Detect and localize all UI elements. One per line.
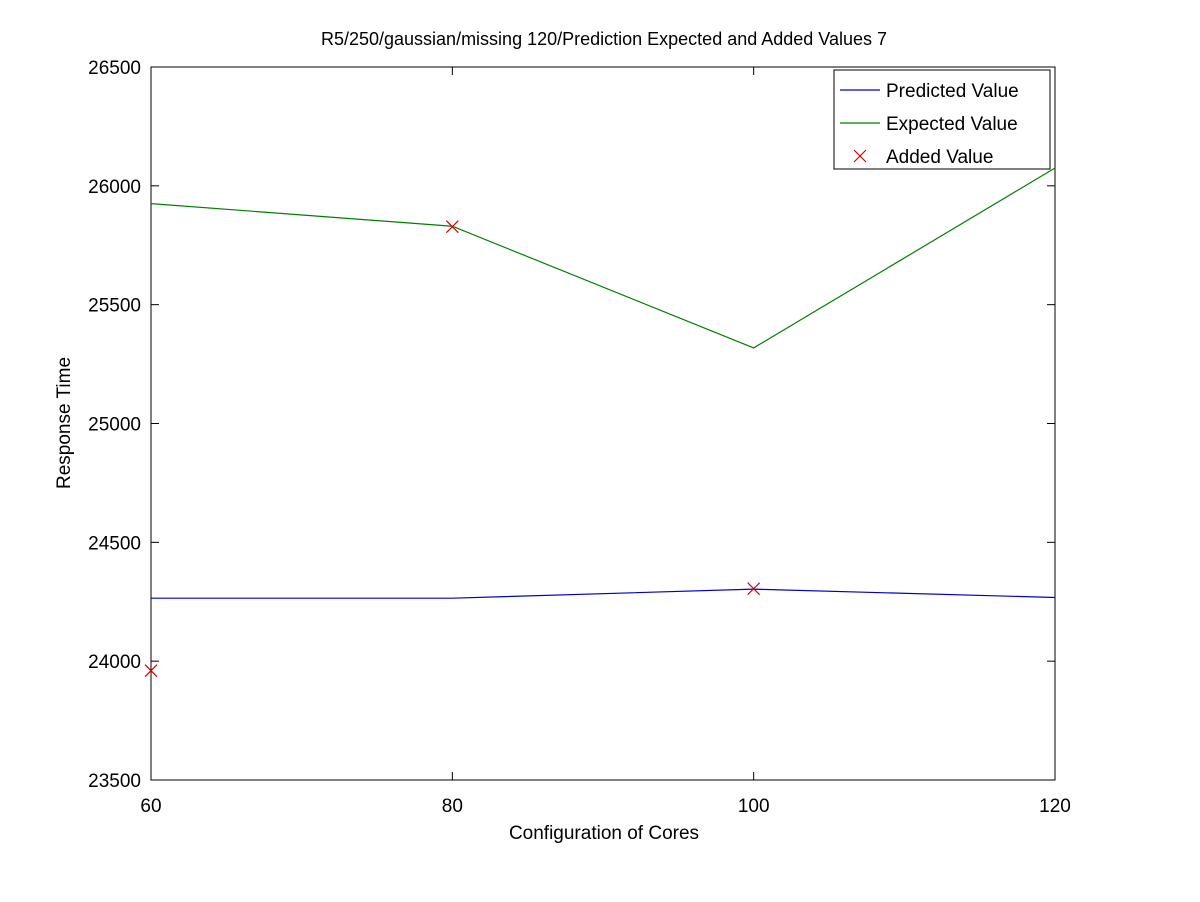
y-axis-label: Response Time: [54, 357, 75, 489]
chart-title: R5/250/gaussian/missing 120/Prediction E…: [321, 29, 887, 49]
x-tick-label: 80: [442, 796, 463, 817]
x-tick-label: 100: [738, 796, 770, 817]
x-axis-label: Configuration of Cores: [509, 823, 699, 844]
y-tick-label: 25500: [88, 296, 141, 317]
x-tick-label: 120: [1039, 796, 1071, 817]
y-axis: 23500 24000 24500 25000 25500 26000 26500: [88, 58, 1055, 792]
legend-box: [833, 69, 1051, 170]
legend-item-added-value: Added Value: [853, 147, 993, 168]
expected-value-line: [150, 167, 1056, 349]
y-tick-label: 24000: [88, 652, 141, 673]
y-tick-label: 24500: [88, 533, 141, 554]
predicted-value-line: [151, 588, 1056, 599]
x-tick-label: 60: [140, 796, 161, 817]
series-layer: [144, 167, 1056, 678]
y-tick-label: 26500: [88, 58, 141, 79]
legend-item-predicted-value: Predicted Value: [840, 81, 1019, 102]
y-tick-label: 25000: [88, 415, 141, 436]
y-tick-label: 26000: [88, 177, 141, 198]
added-value-marker: [144, 664, 158, 678]
legend-label: Expected Value: [886, 114, 1018, 135]
added-value-marker: [747, 582, 761, 596]
legend-label: Predicted Value: [886, 81, 1019, 102]
legend: Predicted Value Expected Value Added Value: [833, 69, 1051, 170]
legend-item-expected-value: Expected Value: [840, 114, 1018, 135]
legend-swatch: [853, 149, 867, 163]
plot-area: [150, 66, 1056, 781]
y-tick-label: 23500: [88, 771, 141, 792]
added-value-marker: [445, 220, 459, 234]
x-axis: 60 80 100 120: [140, 67, 1071, 817]
legend-label: Added Value: [886, 147, 993, 168]
